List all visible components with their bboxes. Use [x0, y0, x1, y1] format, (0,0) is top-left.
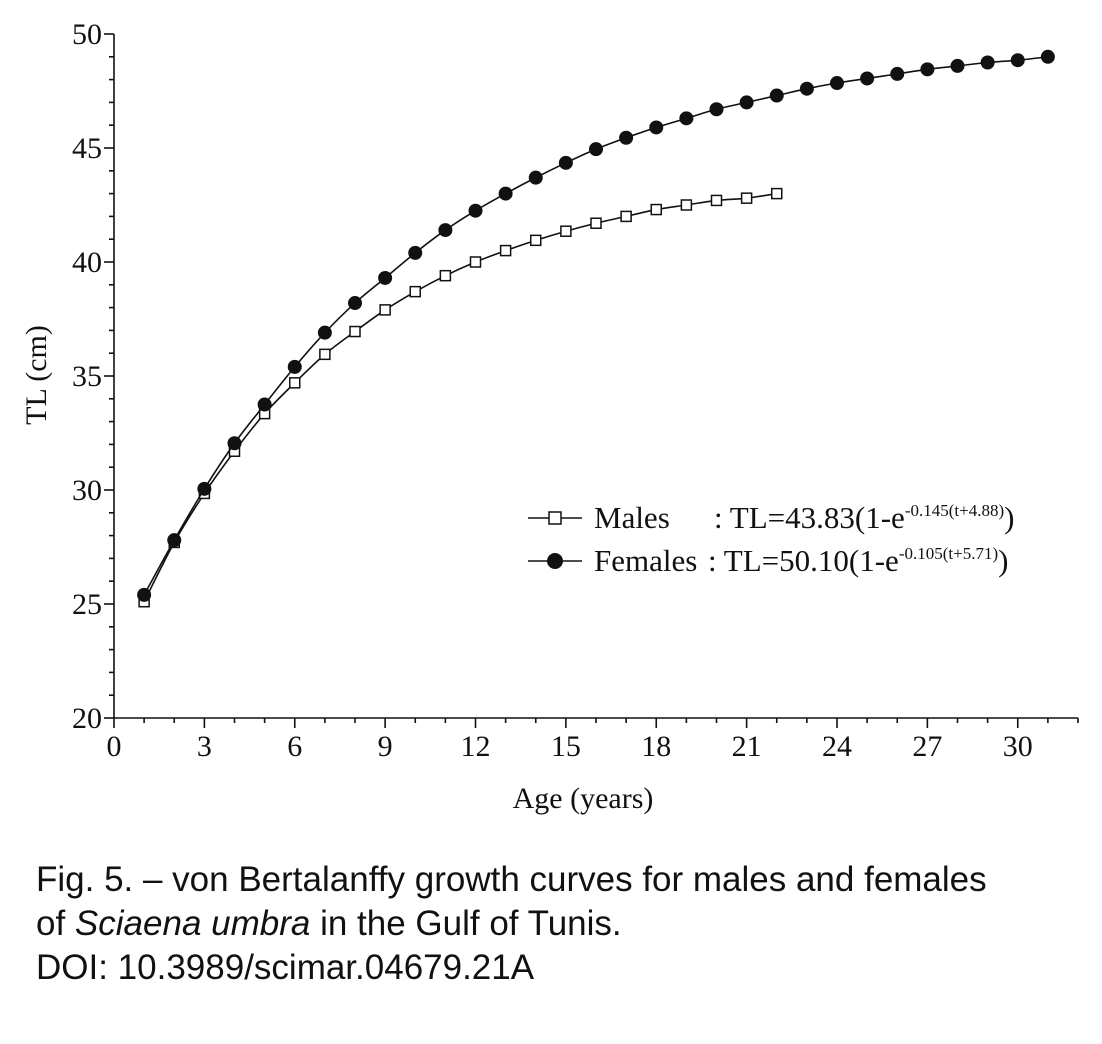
y-tick-label: 35 — [72, 360, 102, 393]
legend-equation-close: ) — [1004, 500, 1014, 535]
legend: Males: TL=43.83(1-e-0.145(t+4.88))Female… — [528, 500, 1014, 578]
data-point-females — [227, 436, 242, 451]
caption-line-2-suffix: in the Gulf of Tunis. — [310, 904, 622, 943]
y-tick-label: 25 — [72, 588, 102, 621]
data-point-females — [438, 223, 453, 238]
figure-caption: Fig. 5. – von Bertalanffy growth curves … — [36, 858, 1098, 990]
data-point-females — [498, 186, 513, 201]
data-point-males — [650, 203, 662, 216]
legend-equation-close: ) — [998, 543, 1008, 578]
data-point-males — [590, 217, 602, 229]
data-point-males — [439, 269, 452, 282]
legend-label-males: Males — [594, 500, 670, 535]
series-females — [137, 49, 1055, 602]
data-point-males — [530, 234, 542, 247]
data-point-males — [499, 244, 512, 257]
data-point-females — [317, 325, 332, 340]
x-tick-label: 15 — [551, 730, 581, 763]
data-point-females — [679, 111, 694, 126]
axes: 0 3 6 9 12 15 18 21 24 27 30 20 25 30 35 40 45 50 — [72, 18, 1079, 763]
data-point-females — [287, 359, 302, 374]
data-point-females — [468, 203, 483, 218]
data-point-females — [378, 270, 393, 285]
y-tick-label: 40 — [72, 246, 102, 279]
legend-equation-males: : TL=43.83(1-e-0.145(t+4.88)) — [714, 500, 1014, 535]
legend-equation-exponent: -0.105(t+5.71) — [899, 544, 998, 563]
data-point-females — [167, 533, 182, 548]
data-point-males — [710, 194, 723, 207]
legend-marker-males — [548, 511, 562, 525]
data-point-males — [560, 225, 572, 237]
legend-equation-base: : TL=50.10(1-e — [708, 543, 899, 578]
caption-species-name: Sciaena umbra — [74, 904, 311, 943]
data-point-females — [769, 88, 784, 103]
data-point-females — [137, 587, 152, 602]
data-point-males — [379, 304, 391, 316]
data-point-females — [589, 142, 603, 157]
legend-equation-females: : TL=50.10(1-e-0.105(t+5.71)) — [708, 543, 1008, 578]
data-point-females — [649, 120, 664, 135]
caption-line-2-prefix: of — [36, 904, 75, 943]
legend-entry-females: Females : TL=50.10(1-e-0.105(t+5.71)) — [528, 543, 1008, 578]
y-axis-title: TL (cm) — [20, 325, 53, 425]
data-point-males — [409, 285, 421, 298]
series-line-males — [143, 192, 777, 603]
y-tick-label: 50 — [72, 18, 102, 51]
data-point-females — [830, 76, 844, 91]
data-point-females — [1040, 49, 1055, 64]
series-layer — [137, 49, 1055, 608]
caption-line-2: of Sciaena umbra in the Gulf of Tunis. — [36, 902, 1098, 946]
x-tick-label: 30 — [1003, 730, 1033, 763]
x-tick-label: 24 — [822, 730, 852, 763]
data-point-males — [349, 325, 361, 338]
data-point-females — [348, 296, 362, 311]
data-point-males — [740, 192, 753, 204]
series-males — [138, 187, 783, 608]
legend-equation-base: : TL=43.83(1-e — [714, 500, 905, 535]
data-point-females — [1010, 53, 1025, 68]
data-point-females — [408, 245, 423, 260]
data-point-males — [469, 256, 482, 268]
x-axis-title: Age (years) — [513, 782, 654, 815]
data-point-males — [771, 187, 783, 200]
data-point-females — [257, 397, 272, 412]
y-tick-label: 30 — [72, 474, 102, 507]
data-point-females — [950, 58, 965, 73]
data-point-females — [890, 66, 905, 81]
data-point-females — [799, 81, 814, 96]
x-tick-label: 12 — [461, 730, 491, 763]
data-point-females — [709, 102, 724, 117]
caption-line-1: Fig. 5. – von Bertalanffy growth curves … — [36, 860, 987, 899]
legend-entry-males: Males : TL=43.83(1-e-0.145(t+4.88)) — [528, 500, 1014, 535]
data-point-males — [680, 199, 693, 211]
data-point-females — [619, 130, 634, 145]
data-point-males — [620, 210, 632, 223]
x-tick-label: 27 — [912, 730, 942, 763]
growth-chart: 0 3 6 9 12 15 18 21 24 27 30 20 25 30 35 40 45 50 Age (ye… — [20, 18, 1079, 815]
legend-label-females: Females — [594, 543, 697, 578]
y-tick-label: 20 — [72, 702, 102, 735]
data-point-females — [739, 95, 754, 110]
data-point-females — [558, 155, 573, 170]
data-point-males — [289, 377, 301, 389]
x-tick-label: 0 — [107, 730, 122, 763]
data-point-males — [319, 348, 331, 361]
x-tick-label: 6 — [287, 730, 302, 763]
legend-marker-females — [547, 553, 563, 569]
legend-equation-exponent: -0.145(t+4.88) — [905, 501, 1004, 520]
data-point-females — [528, 170, 543, 185]
x-tick-label: 18 — [641, 730, 671, 763]
x-tick-label: 3 — [197, 730, 212, 763]
y-tick-label: 45 — [72, 132, 102, 165]
data-point-females — [920, 62, 935, 77]
data-point-females — [980, 55, 995, 70]
x-tick-label: 9 — [378, 730, 393, 763]
caption-line-3-doi: DOI: 10.3989/scimar.04679.21A — [36, 948, 535, 987]
data-point-females — [197, 481, 212, 496]
x-tick-label: 21 — [732, 730, 762, 763]
data-point-females — [860, 71, 875, 86]
